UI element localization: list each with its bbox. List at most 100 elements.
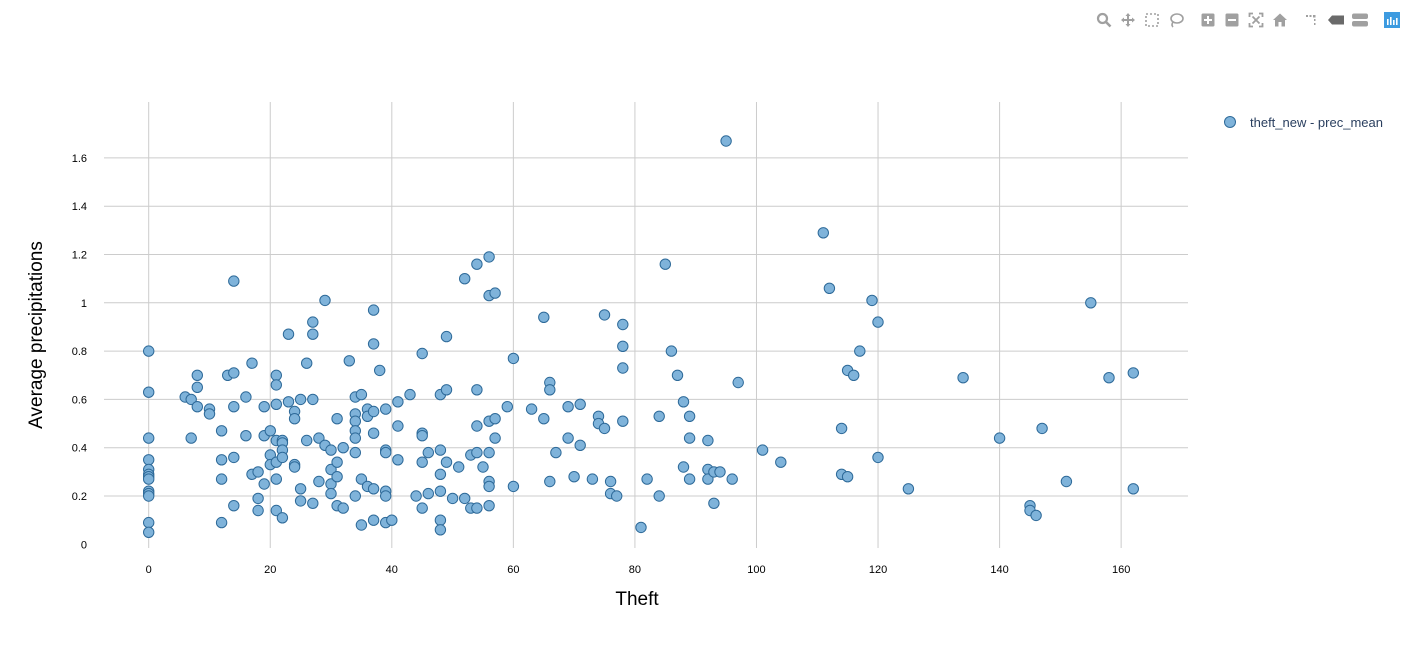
scatter-point[interactable] [732, 376, 744, 389]
scatter-point[interactable] [471, 258, 483, 270]
scatter-point[interactable] [598, 422, 611, 435]
scatter-point[interactable] [270, 473, 282, 485]
zoom-in-icon[interactable] [1196, 9, 1220, 31]
scatter-point[interactable] [331, 413, 343, 425]
scatter-point[interactable] [775, 456, 787, 468]
scatter-point[interactable] [143, 473, 155, 485]
scatter-point[interactable] [367, 514, 380, 526]
scatter-point[interactable] [143, 386, 155, 398]
scatter-point[interactable] [702, 473, 714, 485]
scatter-point[interactable] [434, 444, 447, 456]
scatter-point[interactable] [598, 309, 611, 321]
scatter-point[interactable] [489, 287, 501, 299]
scatter-point[interactable] [313, 475, 325, 488]
scatter-point[interactable] [604, 475, 617, 488]
scatter-point[interactable] [471, 384, 483, 396]
scatter-point[interactable] [477, 461, 489, 473]
scatter-point[interactable] [349, 490, 361, 502]
scatter-point[interactable] [307, 393, 319, 406]
scatter-point[interactable] [866, 294, 878, 307]
scatter-point[interactable] [288, 461, 301, 473]
scatter-point[interactable] [143, 490, 155, 502]
scatter-point[interactable] [143, 432, 155, 444]
pan-icon[interactable] [1116, 9, 1140, 31]
scatter-point[interactable] [143, 516, 155, 529]
scatter-point[interactable] [252, 466, 264, 478]
scatter-point[interactable] [270, 369, 282, 381]
scatter-point[interactable] [246, 357, 258, 369]
scatter-point[interactable] [337, 502, 349, 514]
zoom-out-icon[interactable] [1220, 9, 1244, 31]
scatter-point[interactable] [677, 461, 690, 473]
scatter-point[interactable] [404, 388, 416, 401]
scatter-point[interactable] [215, 516, 228, 529]
scatter-point[interactable] [367, 405, 380, 418]
scatter-point[interactable] [538, 311, 550, 323]
scatter-point[interactable] [343, 355, 355, 367]
scatter-point[interactable] [228, 500, 240, 512]
scatter-point[interactable] [835, 422, 848, 435]
scatter-point[interactable] [434, 514, 447, 526]
hover-closest-icon[interactable] [1324, 9, 1348, 31]
scatter-point[interactable] [367, 338, 380, 350]
scatter-point[interactable] [489, 413, 501, 425]
scatter-point[interactable] [416, 347, 428, 360]
scatter-point[interactable] [1036, 422, 1048, 435]
scatter-point[interactable] [683, 473, 696, 485]
scatter-point[interactable] [313, 432, 325, 444]
plotly-logo-icon[interactable] [1380, 9, 1404, 31]
scatter-point[interactable] [483, 251, 495, 263]
scatter-point[interactable] [276, 451, 289, 464]
scatter-point[interactable] [185, 432, 197, 444]
scatter-point[interactable] [434, 524, 447, 536]
scatter-point[interactable] [550, 446, 562, 459]
scatter-point[interactable] [446, 492, 459, 505]
scatter-point[interactable] [276, 512, 289, 524]
scatter-point[interactable] [386, 514, 398, 526]
scatter-point[interactable] [957, 372, 969, 384]
scatter-point[interactable] [392, 454, 404, 466]
scatter-point[interactable] [331, 471, 343, 483]
scatter-point[interactable] [817, 227, 829, 239]
scatter-point[interactable] [714, 466, 726, 478]
scatter-point[interactable] [902, 483, 915, 495]
scatter-point[interactable] [453, 461, 465, 473]
scatter-point[interactable] [367, 304, 380, 316]
scatter-point[interactable] [1103, 372, 1115, 384]
scatter-point[interactable] [191, 381, 204, 393]
scatter-point[interactable] [264, 425, 276, 437]
scatter-point[interactable] [143, 526, 155, 538]
scatter-point[interactable] [683, 410, 696, 422]
scatter-point[interactable] [501, 401, 513, 413]
scatter-point[interactable] [258, 478, 270, 490]
scatter-point[interactable] [331, 456, 343, 468]
toggle-spike-lines-icon[interactable] [1300, 9, 1324, 31]
scatter-point[interactable] [203, 408, 216, 420]
scatter-point[interactable] [726, 473, 738, 485]
scatter-point[interactable] [252, 492, 264, 505]
scatter-point[interactable] [349, 432, 361, 444]
scatter-point[interactable] [392, 420, 404, 432]
hover-compare-icon[interactable] [1348, 9, 1372, 31]
scatter-point[interactable] [993, 432, 1006, 444]
scatter-point[interactable] [294, 483, 307, 495]
scatter-point[interactable] [872, 316, 884, 328]
scatter-point[interactable] [228, 367, 240, 379]
scatter-point[interactable] [544, 475, 556, 488]
scatter-point[interactable] [240, 391, 252, 403]
scatter-point[interactable] [671, 369, 684, 381]
scatter-point[interactable] [823, 282, 836, 294]
legend[interactable]: theft_new - prec_mean [1224, 115, 1383, 130]
scatter-point[interactable] [665, 345, 678, 357]
scatter-point[interactable] [228, 451, 240, 464]
scatter-point[interactable] [319, 294, 331, 307]
scatter-point[interactable] [307, 497, 319, 509]
scatter-point[interactable] [1030, 509, 1042, 522]
scatter-point[interactable] [471, 420, 483, 432]
scatter-point[interactable] [380, 490, 392, 502]
autoscale-icon[interactable] [1244, 9, 1268, 31]
scatter-point[interactable] [374, 364, 386, 377]
scatter-point[interactable] [841, 471, 854, 483]
scatter-point[interactable] [270, 398, 282, 410]
scatter-point[interactable] [416, 502, 428, 514]
